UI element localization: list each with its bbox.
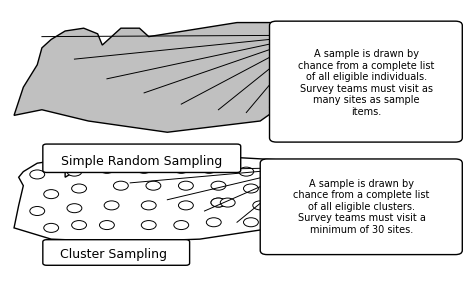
Circle shape (44, 223, 59, 232)
Circle shape (104, 201, 119, 210)
Circle shape (174, 221, 189, 230)
Circle shape (30, 207, 45, 216)
Circle shape (211, 181, 226, 190)
Circle shape (179, 201, 193, 210)
FancyBboxPatch shape (260, 159, 462, 255)
FancyBboxPatch shape (43, 240, 190, 265)
Circle shape (244, 218, 258, 227)
Circle shape (220, 198, 235, 207)
Circle shape (276, 193, 291, 201)
Circle shape (179, 181, 193, 190)
Circle shape (211, 198, 226, 207)
Circle shape (67, 204, 82, 213)
Circle shape (137, 164, 152, 173)
Circle shape (72, 184, 86, 193)
Circle shape (253, 201, 268, 210)
Circle shape (211, 198, 226, 207)
Polygon shape (14, 158, 316, 242)
Polygon shape (14, 23, 335, 132)
Circle shape (146, 181, 161, 190)
Text: Simple Random Sampling: Simple Random Sampling (61, 155, 222, 168)
Circle shape (244, 184, 258, 193)
Circle shape (44, 190, 59, 199)
Text: A sample is drawn by
chance from a complete list
of all eligible clusters.
Surve: A sample is drawn by chance from a compl… (293, 179, 429, 235)
Circle shape (72, 221, 86, 230)
Circle shape (141, 201, 156, 210)
Circle shape (202, 164, 217, 173)
Circle shape (272, 212, 286, 221)
Circle shape (293, 160, 316, 174)
Text: A sample is drawn by
chance from a complete list
of all eligible individuals.
Su: A sample is drawn by chance from a compl… (298, 49, 434, 117)
Circle shape (174, 164, 189, 173)
Text: Cluster Sampling: Cluster Sampling (60, 248, 167, 261)
Circle shape (67, 167, 82, 176)
Circle shape (300, 28, 323, 42)
Circle shape (100, 221, 114, 230)
Circle shape (100, 164, 114, 173)
FancyBboxPatch shape (270, 21, 462, 142)
Circle shape (206, 218, 221, 227)
Circle shape (30, 170, 45, 179)
Circle shape (141, 221, 156, 230)
Circle shape (113, 181, 128, 190)
FancyBboxPatch shape (43, 144, 241, 172)
Circle shape (267, 176, 282, 185)
Circle shape (239, 167, 254, 176)
